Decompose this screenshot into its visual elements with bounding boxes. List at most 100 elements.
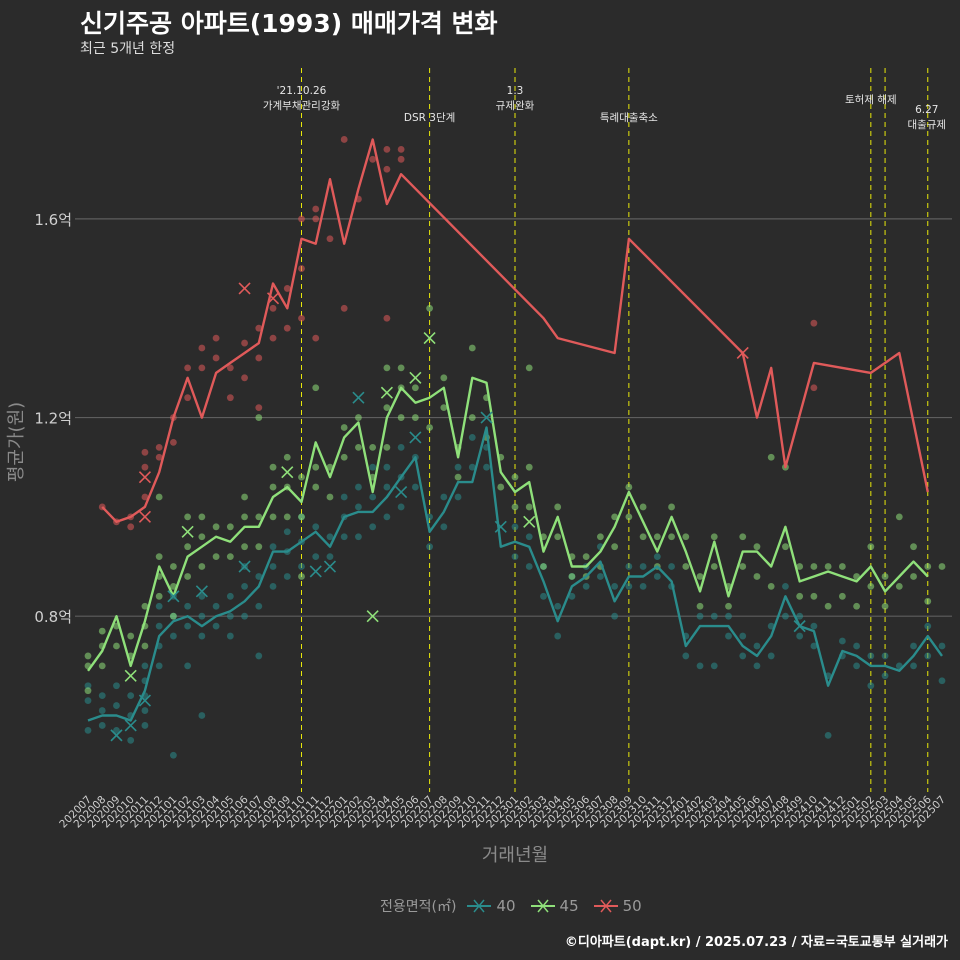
scatter-point-40	[611, 582, 619, 590]
scatter-point-45	[753, 543, 761, 551]
scatter-point-40	[397, 503, 405, 511]
scatter-point-45	[369, 443, 377, 451]
scatter-point-40	[369, 463, 377, 471]
scatter-point-45	[355, 443, 362, 451]
legend-item-45: 45	[530, 897, 579, 915]
scatter-point-45	[597, 533, 604, 541]
scatter-point-40	[810, 622, 818, 630]
scatter-point-40	[924, 622, 932, 630]
scatter-point-40	[383, 513, 391, 521]
scatter-point-40	[910, 662, 917, 670]
scatter-point-40	[113, 727, 120, 734]
scatter-point-45	[198, 563, 206, 570]
scatter-point-45	[312, 384, 320, 392]
scatter-point-45	[141, 642, 149, 650]
scatter-point-50	[226, 364, 234, 372]
scatter-point-40	[198, 612, 206, 620]
scatter-point-40	[938, 677, 946, 685]
scatter-point-40	[98, 707, 106, 714]
scatter-point-40	[824, 731, 832, 739]
scatter-point-45	[411, 414, 419, 421]
cross-marker-40	[395, 485, 408, 499]
scatter-point-50	[184, 394, 192, 402]
scatter-point-50	[326, 235, 334, 243]
scatter-point-45	[540, 563, 547, 570]
scatter-point-40	[369, 493, 377, 501]
scatter-point-45	[710, 563, 718, 570]
y-tick-label: 0.8억	[34, 608, 72, 626]
event-label: 토허제 해제	[845, 93, 897, 106]
scatter-point-45	[155, 592, 163, 600]
scatter-point-40	[853, 662, 860, 670]
scatter-point-40	[340, 493, 348, 501]
legend-swatch-40	[467, 899, 492, 913]
scatter-point-50	[383, 145, 391, 153]
scatter-point-40	[355, 533, 362, 541]
scatter-point-45	[511, 503, 519, 511]
cross-marker-40	[793, 620, 806, 633]
scatter-point-45	[767, 453, 775, 461]
scatter-point-40	[226, 632, 234, 640]
scatter-point-40	[554, 632, 562, 640]
scatter-point-50	[241, 339, 248, 347]
scatter-point-50	[141, 448, 149, 456]
scatter-point-45	[511, 473, 519, 481]
scatter-point-40	[255, 652, 263, 660]
scatter-point-40	[710, 662, 718, 670]
scatter-point-40	[639, 563, 647, 570]
scatter-point-40	[226, 592, 234, 600]
scatter-point-45	[298, 473, 305, 481]
scatter-point-45	[824, 563, 832, 570]
scatter-point-45	[739, 533, 747, 541]
scatter-point-50	[184, 364, 192, 372]
scatter-point-40	[155, 622, 163, 630]
scatter-point-45	[113, 642, 120, 650]
scatter-point-40	[127, 692, 135, 700]
scatter-point-45	[525, 364, 533, 372]
scatter-point-45	[155, 493, 163, 501]
scatter-point-40	[611, 612, 619, 620]
y-axis-ticks: 0.8억 1.2억 1.6억	[34, 211, 72, 626]
scatter-point-45	[383, 404, 391, 412]
series-line-45	[87, 376, 929, 672]
scatter-point-45	[468, 344, 476, 352]
cross-marker-50	[736, 346, 749, 360]
scatter-point-45	[725, 602, 732, 610]
scatter-point-50	[269, 334, 277, 342]
scatter-point-50	[383, 314, 391, 322]
scatter-point-40	[653, 573, 661, 580]
event-label: DSR 3단계	[404, 112, 455, 124]
scatter-point-40	[84, 727, 92, 734]
scatter-point-40	[682, 652, 690, 660]
scatter-point-40	[810, 642, 818, 650]
scatter-point-45	[98, 662, 106, 670]
scatter-point-40	[597, 573, 604, 580]
scatter-point-40	[298, 563, 305, 570]
scatter-point-50	[141, 463, 149, 471]
scatter-point-40	[853, 642, 860, 650]
scatter-point-40	[113, 702, 120, 709]
scatter-point-50	[383, 165, 391, 173]
scatter-point-40	[241, 582, 248, 590]
scatter-point-45	[682, 533, 690, 541]
scatter-point-40	[355, 483, 362, 491]
scatter-point-45	[212, 553, 220, 560]
scatter-point-40	[113, 682, 120, 690]
cross-marker-40	[195, 585, 208, 598]
scatter-point-40	[283, 573, 291, 580]
cross-marker-45	[423, 332, 436, 345]
cross-marker-45	[281, 466, 294, 479]
scatter-point-50	[241, 374, 248, 382]
scatter-point-45	[340, 453, 348, 461]
scatter-point-45	[910, 543, 917, 551]
scatter-point-40	[554, 602, 562, 610]
scatter-point-40	[98, 722, 106, 729]
scatter-point-45	[241, 543, 248, 551]
scatter-point-45	[696, 573, 704, 580]
legend: 전용면적(㎡) 40 45 50	[380, 896, 656, 916]
scatter-point-40	[226, 612, 234, 620]
scatter-point-45	[454, 473, 462, 481]
scatter-point-40	[355, 503, 362, 511]
scatter-point-50	[141, 493, 149, 501]
